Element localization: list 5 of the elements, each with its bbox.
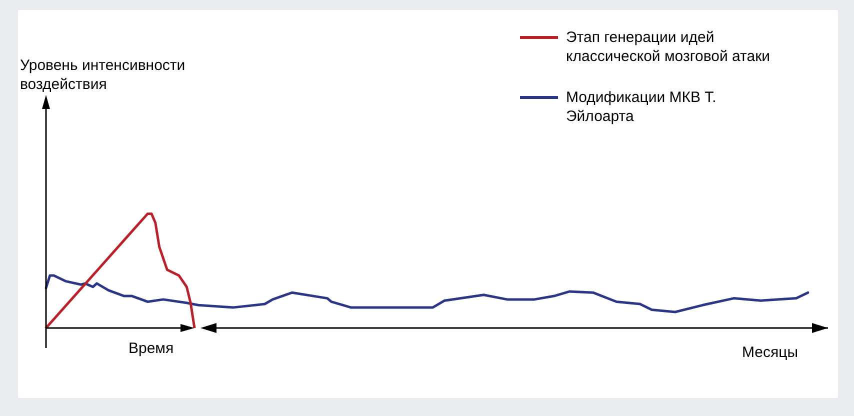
text: Уровень интенсивности воздействия <box>20 56 186 94</box>
legend-label: Этап генерации идей классической мозговой атаки <box>566 28 772 66</box>
text: Месяцы <box>742 344 798 361</box>
legend-label: Модификации МКВ Т. Эйлоарта <box>566 88 718 126</box>
x-axis-title: Время <box>128 340 174 357</box>
